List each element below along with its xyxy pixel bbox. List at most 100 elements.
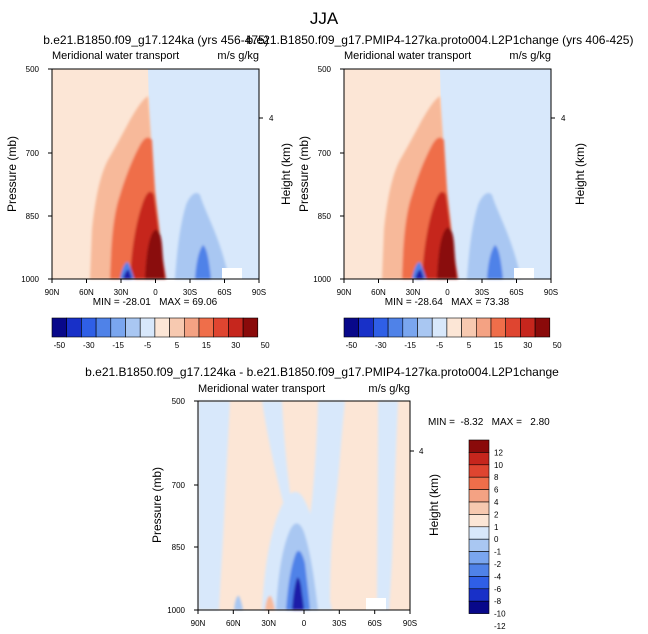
panel-3-y-tick: 500: [172, 397, 186, 406]
colorbar-swatch: [139, 317, 156, 338]
colorbar-swatch: [468, 476, 490, 490]
panel-1-x-tick: 30S: [183, 288, 197, 297]
colorbar-swatch: [468, 576, 490, 590]
colorbar-swatch: [343, 317, 359, 338]
colorbar-label: 0: [494, 535, 499, 544]
panel-2-y-tick: 1000: [313, 275, 331, 284]
colorbar-swatch: [468, 501, 490, 515]
colorbar-label: -50: [346, 341, 358, 350]
panel-2-x-axis: 90N 60N 30N 0 30S 60S 90S: [337, 279, 558, 297]
colorbar-label: -5: [436, 341, 444, 350]
panel-2-contour-field: [344, 69, 551, 279]
colorbar-swatch: [468, 489, 490, 503]
panel-3-y-axis: 500 700 850 1000 Pressure (mb) 4 Height …: [150, 397, 441, 615]
panel-1-units: m/s g/kg: [217, 50, 259, 62]
colorbar-swatch: [402, 317, 418, 338]
colorbar-label: 30: [523, 341, 532, 350]
colorbar-swatch: [228, 317, 244, 338]
colorbar-label: -15: [404, 341, 416, 350]
colorbar-swatch: [66, 317, 82, 338]
colorbar-label: -50: [54, 341, 66, 350]
colorbar-swatch: [213, 317, 229, 338]
colorbar-swatch: [154, 317, 170, 338]
colorbar-swatch: [358, 317, 374, 338]
colorbar-label: 50: [261, 341, 270, 350]
colorbar-swatch: [468, 563, 490, 577]
colorbar-label: -2: [494, 560, 502, 569]
page-title: JJA: [310, 9, 339, 28]
colorbar-swatch: [534, 317, 551, 338]
panel-3-x-tick: 90N: [191, 619, 206, 628]
colorbar-label: -30: [375, 341, 387, 350]
panel-1-y-tick: 1000: [21, 275, 39, 284]
colorbar-swatch: [431, 317, 448, 338]
panel-3: b.e21.B1850.f09_g17.124ka - b.e21.B1850.…: [85, 365, 559, 628]
panel-1-title: b.e21.B1850.f09_g17.124ka (yrs 456-475): [43, 33, 269, 47]
panel-1-y-label: Pressure (mb): [5, 136, 19, 212]
panel-3-x-axis: 90N 60N 30N 0 30S 60S 90S: [191, 610, 417, 628]
panel-3-x-tick: 30S: [332, 619, 346, 628]
panel-1-y2-label: Height (km): [279, 143, 293, 205]
colorbar-label: -8: [494, 597, 502, 606]
colorbar-label: 2: [494, 510, 499, 519]
colorbar-swatch: [468, 439, 490, 453]
colorbar-label: -5: [144, 341, 152, 350]
panel-2-units: m/s g/kg: [509, 50, 551, 62]
panel-2-x-tick: 90N: [337, 288, 352, 297]
colorbar-swatch: [475, 317, 492, 338]
colorbar-swatch: [198, 317, 214, 338]
panel-3-y-tick: 1000: [167, 606, 185, 615]
colorbar-swatch: [490, 317, 506, 338]
panel-1-min-max: MIN = -28.01 MAX = 69.06: [93, 297, 218, 308]
colorbar-swatch: [461, 317, 477, 338]
panel-1-y-tick: 850: [26, 212, 40, 221]
panel-2-x-tick: 0: [445, 288, 450, 297]
colorbar-label: 5: [175, 341, 180, 350]
colorbar-swatch: [169, 317, 185, 338]
panel-2-title: b.e21.B1850.f09_g17.PMIP4-127ka.proto004…: [247, 33, 634, 47]
panel-3-title: b.e21.B1850.f09_g17.124ka - b.e21.B1850.…: [85, 365, 559, 379]
colorbar-swatch: [468, 600, 490, 614]
colorbar-label: -10: [494, 610, 506, 619]
colorbar-label: 15: [494, 341, 503, 350]
colorbar-label: 30: [231, 341, 240, 350]
colorbar-swatch: [468, 538, 490, 552]
colorbar-label: 4: [494, 498, 499, 507]
colorbar-swatch: [125, 317, 141, 338]
panel-2-y2-label: Height (km): [573, 143, 587, 205]
panel-2-y-tick: 700: [318, 149, 332, 158]
colorbar-swatch: [184, 317, 200, 338]
colorbar-label: 1: [494, 523, 499, 532]
panel-1-x-tick: 0: [153, 288, 158, 297]
panel-2-x-tick: 60S: [509, 288, 523, 297]
panel-2: b.e21.B1850.f09_g17.PMIP4-127ka.proto004…: [247, 33, 634, 308]
panel-3-min-max: MIN = -8.32 MAX = 2.80: [428, 417, 550, 428]
panel-1-y-tick: 700: [26, 149, 40, 158]
panel-2-x-tick: 60N: [371, 288, 386, 297]
panel-1-x-tick: 90N: [45, 288, 60, 297]
panel-3-x-tick: 90S: [403, 619, 417, 628]
panel-3-x-tick: 30N: [261, 619, 276, 628]
colorbar-label: 50: [553, 341, 562, 350]
colorbar-label: -1: [494, 548, 502, 557]
colorbar-left: -50 -30 -15 -5 5 15 30 50: [51, 317, 270, 350]
colorbar-swatch: [468, 588, 490, 602]
colorbar-label: -15: [112, 341, 124, 350]
panel-2-y-axis: 500 700 850 1000 Pressure (mb) 4 Height …: [297, 65, 587, 284]
colorbar-swatch: [417, 317, 433, 338]
colorbar-label: -12: [494, 622, 506, 631]
colorbar-label: 5: [467, 341, 472, 350]
panel-2-x-tick: 90S: [544, 288, 558, 297]
colorbar-swatch: [110, 317, 126, 338]
panel-2-y-tick: 500: [318, 65, 332, 74]
colorbar-swatch: [468, 551, 490, 565]
colorbar-swatch: [520, 317, 536, 338]
colorbar-swatch: [446, 317, 462, 338]
panel-3-y-label: Pressure (mb): [150, 467, 164, 543]
panel-2-x-tick: 30N: [406, 288, 421, 297]
panel-3-x-tick: 60N: [226, 619, 241, 628]
panel-3-y-tick: 700: [172, 481, 186, 490]
panel-1-y2-tick: 4: [269, 114, 274, 123]
panel-2-min-max: MIN = -28.64 MAX = 73.38: [385, 297, 510, 308]
